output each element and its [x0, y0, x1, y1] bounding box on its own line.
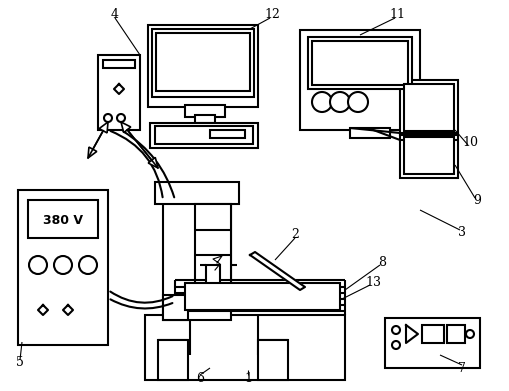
- Bar: [156, 33, 249, 91]
- Bar: [206, 265, 219, 300]
- Text: 380 V: 380 V: [43, 215, 83, 228]
- Bar: [18, 190, 108, 345]
- Text: 6: 6: [195, 371, 204, 384]
- Text: 9: 9: [472, 194, 480, 206]
- Polygon shape: [405, 325, 417, 343]
- Polygon shape: [249, 252, 304, 290]
- Circle shape: [347, 92, 367, 112]
- Circle shape: [104, 114, 112, 122]
- Text: 12: 12: [264, 9, 279, 22]
- Bar: [403, 137, 453, 174]
- Text: 8: 8: [377, 255, 385, 269]
- Text: 11: 11: [388, 9, 404, 22]
- Polygon shape: [88, 147, 97, 158]
- Circle shape: [465, 330, 473, 338]
- Bar: [145, 315, 344, 380]
- Bar: [98, 55, 140, 130]
- Polygon shape: [99, 122, 108, 133]
- Circle shape: [329, 92, 349, 112]
- Circle shape: [312, 92, 331, 112]
- Bar: [155, 182, 239, 204]
- Text: 1: 1: [243, 371, 251, 384]
- Text: 2: 2: [291, 228, 298, 240]
- Circle shape: [391, 326, 399, 334]
- Text: 10: 10: [461, 136, 477, 149]
- Bar: [163, 200, 231, 320]
- Bar: [158, 340, 188, 380]
- Polygon shape: [121, 122, 130, 133]
- Bar: [148, 25, 258, 107]
- Text: 13: 13: [364, 276, 380, 289]
- Bar: [152, 29, 253, 97]
- Text: 4: 4: [111, 9, 119, 22]
- Bar: [185, 283, 340, 310]
- Bar: [185, 105, 224, 117]
- Polygon shape: [148, 158, 158, 168]
- Circle shape: [391, 341, 399, 349]
- Bar: [258, 340, 288, 380]
- Bar: [349, 128, 389, 138]
- Bar: [210, 130, 244, 138]
- Bar: [103, 60, 135, 68]
- Bar: [163, 295, 188, 320]
- Bar: [307, 37, 411, 89]
- Circle shape: [79, 256, 97, 274]
- Bar: [194, 115, 215, 123]
- Circle shape: [117, 114, 125, 122]
- Bar: [155, 126, 252, 144]
- Bar: [194, 204, 231, 299]
- Bar: [446, 325, 464, 343]
- Bar: [403, 84, 453, 131]
- Bar: [312, 41, 407, 85]
- Circle shape: [29, 256, 47, 274]
- Text: 5: 5: [16, 355, 24, 368]
- Circle shape: [54, 256, 72, 274]
- Bar: [299, 30, 419, 130]
- Bar: [399, 133, 457, 178]
- Text: 7: 7: [457, 362, 465, 375]
- Bar: [399, 80, 457, 135]
- Text: 3: 3: [457, 226, 465, 239]
- Bar: [421, 325, 443, 343]
- Bar: [384, 318, 479, 368]
- Bar: [150, 123, 258, 148]
- Bar: [28, 200, 98, 238]
